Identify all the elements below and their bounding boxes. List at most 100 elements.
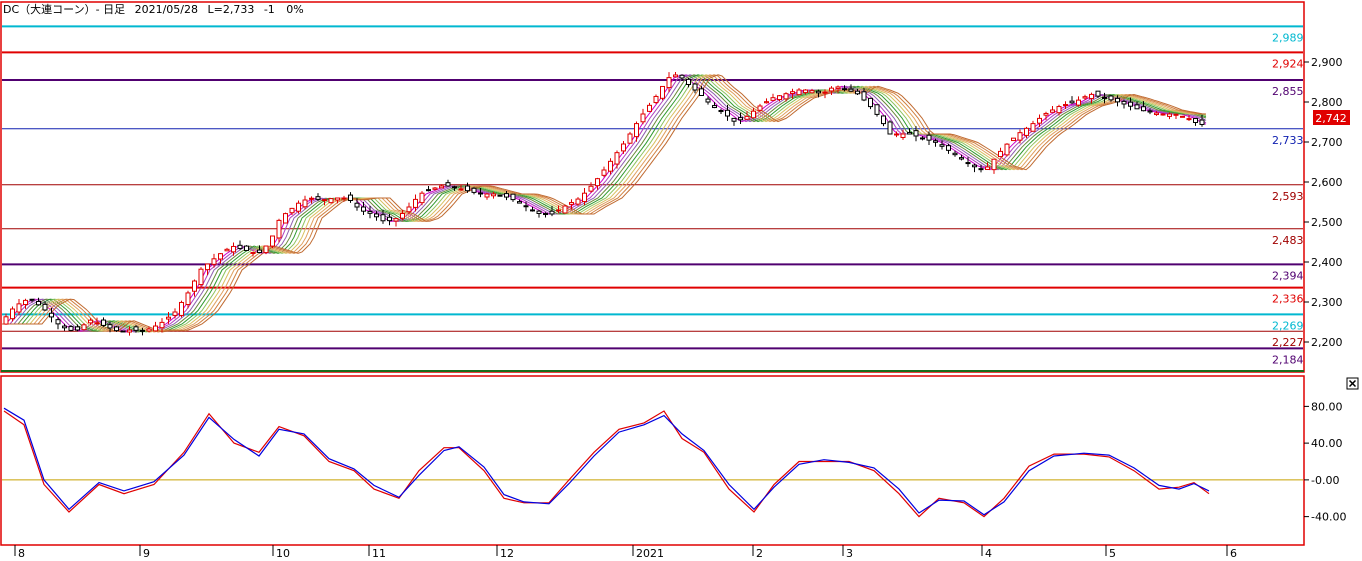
- candle-body: [426, 189, 431, 192]
- candle-body: [842, 88, 847, 91]
- candle-body: [822, 91, 828, 94]
- candle-body: [315, 196, 321, 200]
- chart-header: DC（大連コーン）- 日足 2021/05/28 L=2,733 -1 0%: [3, 2, 304, 16]
- price-tick-label: 2,700: [1311, 136, 1343, 149]
- candle-body: [432, 187, 438, 190]
- candle-body: [679, 74, 685, 79]
- ma-ribbon-line: [2, 74, 1207, 333]
- candle-body: [582, 192, 587, 203]
- candle-body: [562, 205, 568, 214]
- candle-body: [1017, 132, 1023, 141]
- price-tick-label: 2,200: [1311, 336, 1343, 349]
- candle-body: [939, 144, 945, 147]
- candle-body: [790, 91, 795, 94]
- ma-ribbon-line: [2, 74, 1207, 333]
- candle-body: [159, 321, 165, 329]
- candle-body: [413, 198, 418, 208]
- moving-average-ribbon: [2, 74, 1207, 333]
- candle-body: [484, 193, 490, 198]
- candle-body: [380, 214, 386, 222]
- candlesticks: [3, 71, 1205, 336]
- candle-body: [49, 312, 54, 318]
- candle-body: [1024, 127, 1029, 136]
- close-icon[interactable]: [1346, 377, 1359, 390]
- price-panel-frame: [0, 1, 1305, 373]
- candle-body: [575, 198, 581, 205]
- ma-ribbon-line: [2, 74, 1206, 333]
- candle-body: [530, 209, 535, 212]
- candle-body: [731, 117, 737, 122]
- candle-body: [887, 121, 893, 135]
- candle-body: [179, 301, 184, 316]
- candle-body: [309, 197, 314, 200]
- candle-body: [29, 298, 35, 301]
- candle-body: [1121, 100, 1127, 105]
- candle-body: [94, 322, 100, 325]
- support-resistance-levels: 2,989 2,924 2,855 2,733 2,593 2,483 2,394 2,336…: [2, 25, 1304, 366]
- candle-body: [257, 249, 262, 254]
- candle-body: [881, 115, 886, 125]
- candle-body: [653, 95, 659, 104]
- oscillator-panel-frame: [0, 375, 1305, 546]
- candle-body: [510, 193, 516, 201]
- candle-body: [608, 160, 613, 172]
- level-label: 2,733: [1272, 134, 1304, 147]
- header-date: 2021/05/28: [135, 3, 198, 16]
- price-axis: 2,200 2,300 2,400 2,500 2,600 2,700 2,800 2,900: [1304, 56, 1343, 349]
- candle-body: [504, 193, 509, 198]
- candle-body: [296, 202, 301, 212]
- candle-body: [829, 87, 834, 92]
- candle-body: [393, 218, 399, 222]
- candle-body: [816, 90, 821, 94]
- candle-body: [133, 326, 139, 331]
- candle-body: [1154, 112, 1159, 116]
- price-tick-label: 2,400: [1311, 256, 1343, 269]
- candle-body: [1193, 118, 1198, 123]
- candle-body: [985, 166, 990, 171]
- candle-body: [1063, 104, 1068, 107]
- candle-body: [62, 325, 67, 329]
- candle-body: [218, 253, 223, 260]
- candle-body: [634, 123, 639, 138]
- candle-body: [848, 88, 854, 92]
- price-tick-label: 2,500: [1311, 216, 1343, 229]
- candle-body: [556, 209, 561, 212]
- level-label: 2,593: [1272, 190, 1304, 203]
- candle-body: [445, 182, 451, 187]
- time-tick-label: 2021: [636, 547, 664, 560]
- candle-body: [1160, 113, 1166, 116]
- candle-body: [686, 78, 691, 85]
- header-change: -1: [264, 3, 275, 16]
- price-tick-label: 2,600: [1311, 176, 1343, 189]
- candle-body: [68, 326, 74, 331]
- candle-body: [1128, 101, 1133, 107]
- level-label: 2,184: [1272, 353, 1304, 366]
- candle-body: [354, 202, 360, 208]
- candle-body: [803, 89, 808, 94]
- candle-body: [1069, 100, 1075, 104]
- candle-body: [478, 192, 483, 195]
- candle-body: [419, 192, 425, 204]
- candle-body: [718, 110, 724, 113]
- oscillator-slow-line: [3, 407, 1210, 516]
- candle-body: [965, 162, 971, 165]
- time-tick-label: 2: [756, 547, 763, 560]
- candle-body: [1147, 110, 1153, 113]
- candle-body: [361, 206, 366, 212]
- price-tick-label: 2,800: [1311, 96, 1343, 109]
- candle-body: [374, 213, 379, 218]
- candle-body: [23, 299, 28, 306]
- candle-body: [16, 303, 22, 313]
- candle-body: [907, 132, 912, 135]
- candle-body: [627, 133, 633, 144]
- candle-body: [185, 292, 191, 306]
- candle-body: [660, 85, 665, 99]
- oscillator-axis: 80.00 40.00 -0.00 -40.00: [1304, 400, 1346, 524]
- candle-body: [855, 90, 860, 95]
- candle-body: [744, 115, 750, 120]
- candle-body: [712, 105, 717, 109]
- oscillator-lines: [2, 407, 1303, 518]
- candle-body: [211, 258, 217, 265]
- header-change-pct: 0%: [286, 3, 303, 16]
